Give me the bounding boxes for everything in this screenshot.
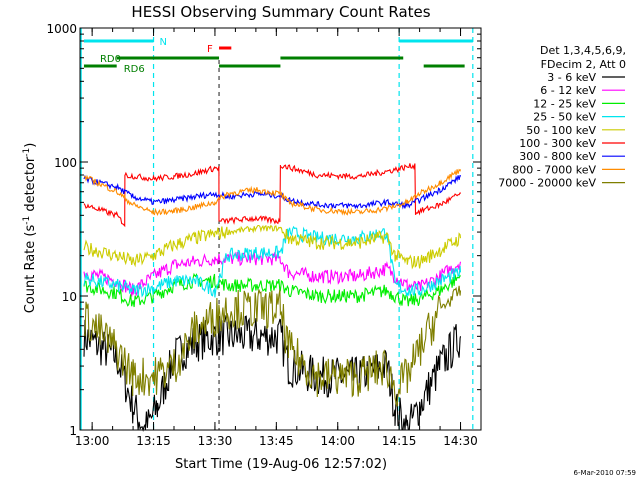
legend-label: 800 - 7000 keV	[512, 163, 596, 176]
legend-label: 300 - 800 keV	[519, 150, 596, 163]
legend-label: 3 - 6 keV	[547, 71, 596, 84]
series-line-2	[83, 272, 461, 308]
y-axis-label: Count Rate (s-1 detector-1)	[22, 143, 38, 314]
y-axis-label-exp2: -1	[22, 148, 32, 157]
legend-header-line-2: FDecim 2, Att 0	[541, 58, 626, 71]
x-tick-label: 13:00	[75, 434, 110, 448]
svg-text:Count Rate (s-1 detector-1): Count Rate (s-1 detector-1)	[22, 143, 38, 314]
legend-label: 7000 - 20000 keV	[498, 177, 596, 190]
y-tick-label: 100	[54, 156, 77, 170]
legend-header-line-1: Det 1,3,4,5,6,9,	[540, 44, 626, 57]
legend: Det 1,3,4,5,6,9, FDecim 2, Att 0 3 - 6 k…	[498, 44, 626, 190]
series-line-5	[83, 163, 461, 228]
legend-label: 50 - 100 keV	[526, 124, 596, 137]
chart-title: HESSI Observing Summary Count Rates	[131, 3, 430, 21]
series-line-8	[83, 285, 462, 407]
axes: 13:00 13:15 13:30 13:45 14:00 14:15 14:30 1 10 10…	[46, 22, 482, 448]
rd6-label: RD6	[124, 64, 145, 75]
legend-label: 100 - 300 keV	[519, 137, 596, 150]
plot-frame	[79, 27, 482, 431]
y-tick-label: 10	[62, 290, 77, 304]
x-tick-label: 14:00	[320, 434, 355, 448]
x-tick-label: 14:30	[443, 434, 478, 448]
rd0-label: RD0	[100, 54, 121, 65]
y-axis-label-end: )	[23, 143, 38, 148]
x-tick-label: 13:30	[198, 434, 233, 448]
series-line-7	[83, 168, 462, 217]
night-label: N	[160, 37, 167, 48]
x-tick-label: 13:45	[259, 434, 294, 448]
y-axis-label-exp1: -1	[22, 216, 32, 225]
series-line-0	[83, 314, 462, 432]
legend-label: 12 - 25 keV	[533, 97, 596, 110]
legend-label: 25 - 50 keV	[533, 111, 596, 124]
y-axis-label-main: Count Rate (s	[23, 225, 38, 314]
series-line-3	[83, 225, 462, 298]
y-axis-label-mid: detector	[23, 156, 38, 216]
x-tick-label: 14:15	[382, 434, 417, 448]
y-tick-label: 1	[69, 424, 77, 438]
flare-label: F	[207, 44, 213, 55]
date-stamp: 6-Mar-2010 07:59	[574, 469, 636, 477]
x-tick-label: 13:15	[136, 434, 171, 448]
x-axis-label: Start Time (19-Aug-06 12:57:02)	[175, 457, 387, 472]
series-line-4	[83, 224, 462, 270]
legend-label: 6 - 12 keV	[540, 84, 596, 97]
y-tick-label: 1000	[46, 22, 77, 36]
